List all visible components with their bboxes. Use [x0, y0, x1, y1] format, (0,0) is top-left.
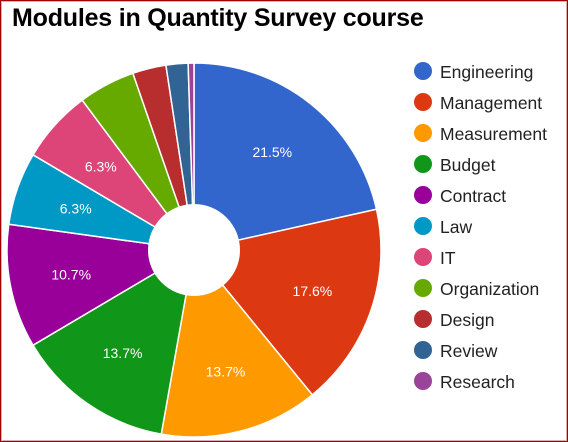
- legend-label: Research: [440, 372, 515, 392]
- slice-label-contract: 10.7%: [51, 267, 91, 283]
- legend-label: Measurement: [440, 124, 547, 144]
- legend-swatch: [414, 62, 432, 80]
- legend-swatch: [414, 217, 432, 235]
- legend-swatch: [414, 310, 432, 328]
- legend-label: Design: [440, 310, 495, 330]
- pie-slice-contract: [6, 223, 197, 347]
- legend-swatch: [414, 341, 432, 359]
- legend-swatch: [414, 155, 432, 173]
- slice-label-it: 6.3%: [85, 158, 117, 174]
- legend-swatch: [414, 248, 432, 266]
- slice-label-management: 17.6%: [293, 283, 333, 299]
- legend-label: Organization: [440, 279, 540, 299]
- legend-swatch: [414, 372, 432, 390]
- legend-label: Budget: [440, 155, 496, 175]
- slice-label-measurement: 13.7%: [206, 363, 246, 379]
- pie-slice-labels: 21.5% 17.6% 13.7% 13.7% 10.7% 6.3% 6.3%: [51, 144, 332, 379]
- pie-slices: [6, 62, 382, 438]
- pie-slice-engineering: [193, 62, 378, 251]
- legend-swatch: [414, 279, 432, 297]
- legend-label: Law: [440, 217, 473, 237]
- pie-slice-measurement: [160, 248, 314, 438]
- donut-hole: [148, 204, 240, 296]
- legend-label: Contract: [440, 186, 507, 206]
- slice-label-law: 6.3%: [60, 201, 92, 217]
- legend-label: IT: [440, 248, 456, 268]
- pie-slice-research: [187, 62, 195, 251]
- legend-label: Review: [440, 341, 498, 361]
- pie-slice-budget: [32, 248, 196, 435]
- legend-swatch: [414, 186, 432, 204]
- slice-label-budget: 13.7%: [103, 345, 143, 361]
- legend-label: Management: [440, 93, 543, 113]
- slice-label-engineering: 21.5%: [252, 144, 292, 160]
- legend-swatch: [414, 93, 432, 111]
- pie-slice-management: [192, 208, 382, 396]
- legend-swatch: [414, 124, 432, 142]
- chart-title: Modules in Quantity Survey course: [12, 4, 424, 32]
- legend-label: Engineering: [440, 62, 534, 82]
